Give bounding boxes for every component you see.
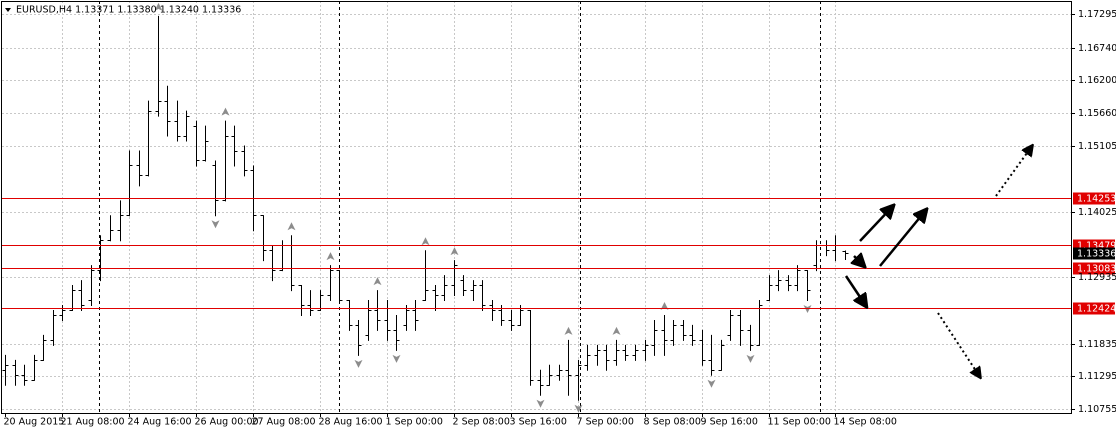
y-tick-label: 1.14025 [1078,207,1116,218]
y-tick-label: 1.15660 [1078,108,1116,119]
y-tick-label: 1.17295 [1078,9,1116,20]
fractal-down [536,399,545,408]
menu-icon [5,8,11,12]
fractal-down [211,220,220,229]
fractal-down [707,379,716,388]
period-separators [99,1,821,413]
fractal-up [612,326,621,335]
level-label-bg [1073,302,1115,315]
fractal-up [450,247,459,256]
fractal-up [326,252,335,261]
fractal-up [421,237,430,246]
x-tick-label: 26 Aug 00:00 [195,417,259,428]
y-tick-label: 1.16740 [1078,43,1116,54]
x-tick-label: 7 Sep 00:00 [577,417,634,428]
fractal-up [373,277,382,286]
level-label: 1.12424 [1077,304,1116,315]
plot-frame [1,1,1072,414]
y-tick-label: 1.16200 [1078,75,1116,86]
fractal-down [803,305,812,314]
arrow [995,146,1032,197]
y-tick-label: 1.11835 [1078,339,1116,350]
fractal-down [392,354,401,363]
level-label-bg [1073,262,1115,275]
x-tick-label: 24 Aug 16:00 [128,417,192,428]
current-price-bg [1073,247,1115,260]
y-tick-label: 1.15105 [1078,141,1116,152]
arrow [879,210,926,267]
fractal-up [287,222,296,231]
y-tick-label: 1.12935 [1078,272,1116,283]
x-tick-label: 9 Sep 16:00 [701,417,758,428]
fractal-up [154,2,163,11]
x-tick-label: 8 Sep 08:00 [644,417,701,428]
x-tick-label: 11 Sep 00:00 [768,417,831,428]
x-tick-label: 28 Aug 16:00 [319,417,383,428]
x-tick-label: 2 Sep 08:00 [453,417,510,428]
arrows [844,146,1032,377]
x-tick-label: 27 Aug 08:00 [252,417,316,428]
y-tick-label: 1.10755 [1078,404,1116,415]
level-label: 1.13479 [1077,241,1116,252]
level-label: 1.14253 [1077,194,1116,205]
fractal-down [574,404,583,413]
fractal-down [746,354,755,363]
chart-title: EURUSD,H4 1.13371 1.13380 1.13240 1.1333… [16,5,241,16]
x-tick-label: 3 Sep 16:00 [510,417,567,428]
fractal-up [221,107,230,116]
arrow [859,206,893,242]
fractal-up [564,326,573,335]
level-label: 1.13083 [1077,264,1116,275]
arrow [844,275,866,306]
x-tick-label: 14 Sep 08:00 [834,417,897,428]
axes: 1.17295 1.16740 1.16200 1.15660 1.15105 1.140… [4,9,1116,428]
levels: 1.14253 1.13479 1.13083 1.12424 1.13336 [2,192,1116,315]
bars [2,2,849,413]
y-tick-label: 1.11295 [1078,371,1116,382]
current-price-label: 1.13336 [1077,249,1116,260]
level-label-bg [1073,192,1115,205]
x-tick-label: 21 Aug 08:00 [61,417,125,428]
x-tick-label: 20 Aug 2015 [4,417,65,428]
fractal-up [660,301,669,310]
fractal-down [354,359,363,368]
arrow [854,256,864,266]
x-tick-label: 1 Sep 00:00 [386,417,443,428]
